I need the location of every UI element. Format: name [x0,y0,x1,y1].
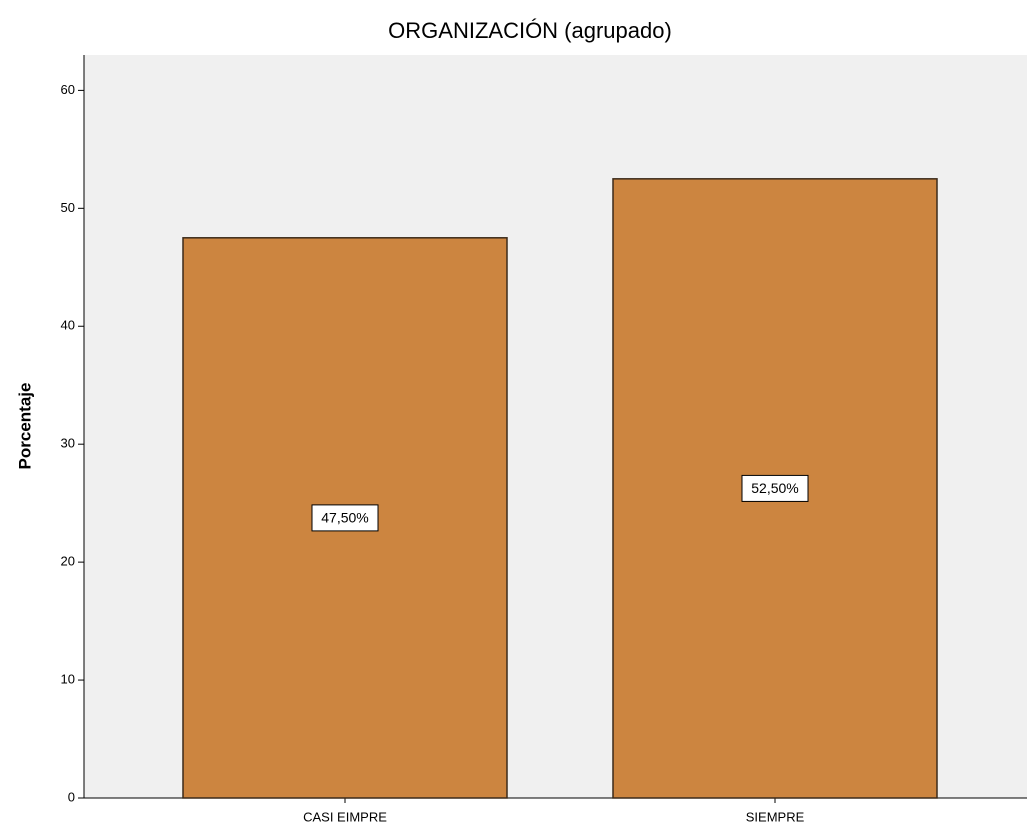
y-tick-label: 10 [61,672,75,687]
x-tick-label: CASI EIMPRE [303,809,387,824]
y-tick-label: 30 [61,436,75,451]
value-label-box [741,474,809,502]
y-axis-title: Porcentaje [15,383,34,470]
value-label-box [311,504,379,532]
y-tick-label: 50 [61,200,75,215]
y-tick-label: 0 [68,789,75,804]
x-tick-label: SIEMPRE [746,809,805,824]
y-tick-label: 40 [61,318,75,333]
y-tick-label: 20 [61,554,75,569]
chart-title: ORGANIZACIÓN (agrupado) [388,18,672,43]
value-label: 47,50% [321,510,368,526]
y-tick-label: 60 [61,82,75,97]
value-label: 52,50% [751,480,798,496]
